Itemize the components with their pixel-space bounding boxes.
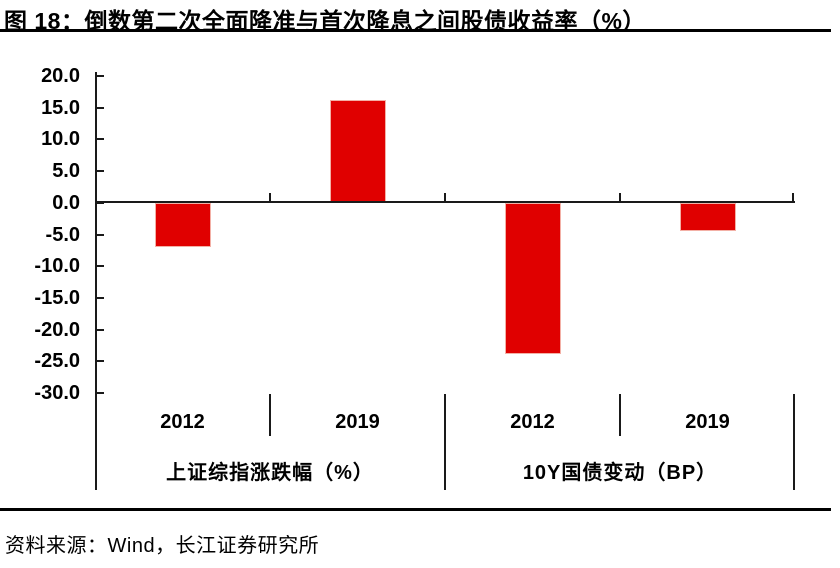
y-axis-tick-label: -30.0 (34, 382, 80, 404)
x-category-label: 2012 (510, 411, 555, 433)
x-category-label: 2012 (160, 411, 205, 433)
y-axis-tick-label: -15.0 (34, 286, 80, 309)
y-axis-tick-label: -25.0 (34, 350, 80, 373)
y-axis-tick-label: 0.0 (52, 191, 80, 214)
y-axis-tick-label: 15.0 (41, 96, 80, 119)
zero-line-tick (444, 193, 446, 201)
y-axis-tick (97, 138, 104, 141)
y-axis-tick-label: -20.0 (34, 318, 80, 341)
y-axis-tick-label: -10.0 (34, 255, 80, 278)
y-axis-tick-label: -5.0 (45, 223, 80, 246)
y-axis-tick-label: 20.0 (41, 65, 80, 87)
group-separator (793, 394, 795, 490)
group-separator (444, 394, 446, 490)
x-group-label: 上证综指涨跌幅（%） (166, 462, 374, 484)
y-axis-tick (97, 392, 104, 394)
title-underline (0, 29, 831, 32)
chart-bar-2012-g0 (154, 202, 211, 248)
chart-bar-2012-g1 (504, 202, 561, 355)
source-note: 资料来源：Wind，长江证券研究所 (5, 535, 320, 557)
bottom-divider (0, 508, 831, 511)
chart-bar-2019-g0 (329, 100, 386, 203)
zero-line-tick (269, 193, 271, 201)
y-axis-tick (97, 296, 104, 299)
x-group-label: 10Y国债变动（BP） (522, 462, 718, 484)
zero-line-tick (619, 193, 621, 201)
zero-line-tick (792, 193, 794, 201)
y-axis-tick (97, 75, 104, 77)
y-axis-tick-label: 10.0 (41, 128, 80, 151)
y-axis-tick (97, 265, 104, 268)
x-category-label: 2019 (335, 411, 380, 433)
y-axis-tick (97, 170, 104, 173)
category-separator (619, 394, 621, 436)
bar-chart: 20.0 15.0 10.0 5.0 0.0 -5.0 -10.0 -15.0 -20.0 -25… (34, 65, 795, 490)
category-separator (269, 394, 271, 436)
chart-bar-2019-g1 (679, 202, 736, 231)
y-axis-tick (97, 233, 104, 236)
y-axis-tick (97, 328, 104, 331)
x-axis-zero-line (95, 201, 795, 203)
y-axis-tick (97, 360, 104, 363)
y-axis-line (95, 72, 97, 490)
y-axis-tick (97, 106, 104, 109)
x-category-label: 2019 (685, 411, 730, 433)
y-axis-tick-label: 5.0 (52, 160, 80, 183)
